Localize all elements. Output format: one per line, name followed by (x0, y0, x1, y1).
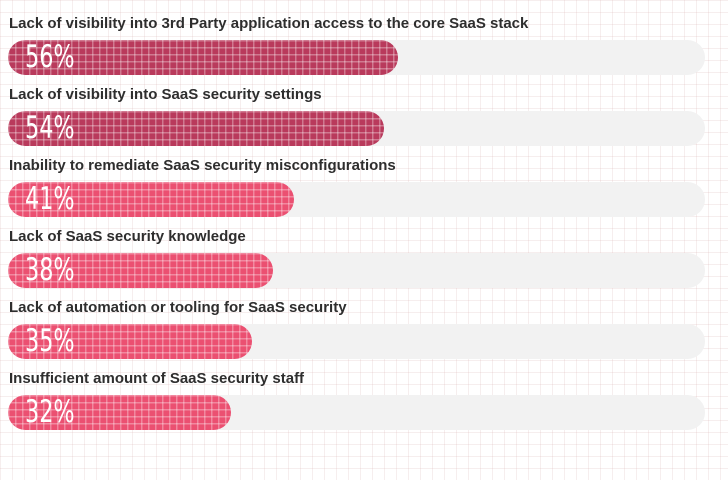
bar-track: 38% (8, 253, 705, 288)
bar-fill: 41% (8, 182, 294, 217)
bar-row: Lack of automation or tooling for SaaS s… (8, 296, 705, 359)
bar-row: Inability to remediate SaaS security mis… (8, 154, 705, 217)
bar-value-label: 56% (25, 40, 75, 75)
bar-track: 41% (8, 182, 705, 217)
bar-category-label: Inability to remediate SaaS security mis… (9, 157, 396, 174)
bar-category-label: Lack of automation or tooling for SaaS s… (9, 299, 347, 316)
bar-track: 56% (8, 40, 705, 75)
bar-category-label: Lack of visibility into 3rd Party applic… (9, 15, 529, 32)
bar-category-label: Lack of visibility into SaaS security se… (9, 86, 322, 103)
bar-chart: Lack of visibility into 3rd Party applic… (8, 12, 705, 438)
bar-track: 54% (8, 111, 705, 146)
bar-fill: 56% (8, 40, 399, 75)
bar-value-label: 35% (25, 324, 75, 359)
bar-value-label: 38% (25, 253, 75, 288)
bar-value-label: 41% (25, 182, 75, 217)
bar-row: Lack of visibility into 3rd Party applic… (8, 12, 705, 75)
bar-track: 35% (8, 324, 705, 359)
bar-fill: 32% (8, 395, 232, 430)
bar-track: 32% (8, 395, 705, 430)
bar-value-label: 54% (25, 111, 75, 146)
bar-category-label: Lack of SaaS security knowledge (9, 228, 246, 245)
bar-row: Insufficient amount of SaaS security sta… (8, 367, 705, 430)
bar-fill: 35% (8, 324, 252, 359)
bar-fill: 38% (8, 253, 273, 288)
bar-category-label: Insufficient amount of SaaS security sta… (9, 370, 305, 387)
bar-row: Lack of SaaS security knowledge 38% (8, 225, 705, 288)
bar-row: Lack of visibility into SaaS security se… (8, 83, 705, 146)
bar-fill: 54% (8, 111, 385, 146)
bar-value-label: 32% (25, 395, 75, 430)
